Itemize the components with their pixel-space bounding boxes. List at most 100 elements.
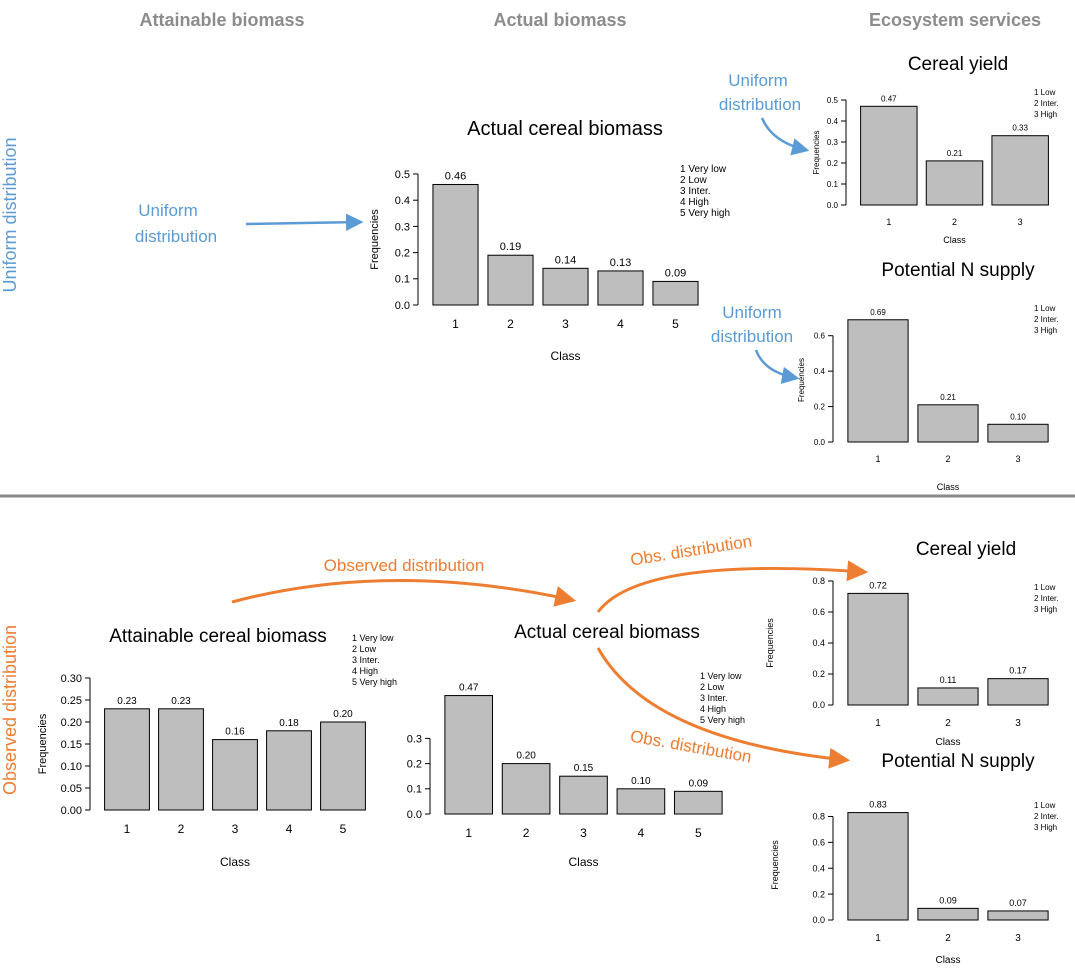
bar-class-3: [987, 678, 1049, 706]
bar-value-label: 0.07: [1009, 898, 1027, 908]
y-axis-label: Frequencies: [797, 358, 806, 402]
legend-entry: 2 Inter.: [1034, 812, 1058, 821]
bar-value-label: 0.11: [940, 675, 957, 685]
legend-entry: 1 Low: [1034, 583, 1056, 592]
chart-bottom-attainable: Attainable cereal biomass 0.00 0.05 0.10 0.1…: [37, 626, 397, 869]
legend-entry: 1 Very low: [680, 164, 727, 175]
flow-arrow-bottom-n: [596, 647, 851, 769]
bar-class-1: [104, 708, 150, 811]
bar-value-label: 0.20: [516, 751, 536, 762]
y-tick-label: 0.8: [812, 576, 825, 586]
bar-value-label: 0.20: [333, 709, 353, 720]
legend-entry: 2 Inter.: [1034, 594, 1058, 603]
bar-value-label: 0.10: [631, 776, 651, 787]
bar-value-label: 0.33: [1012, 124, 1028, 133]
y-tick-label: 0.3: [407, 733, 422, 745]
y-tick-label: 0.6: [812, 838, 825, 848]
chart-title: Cereal yield: [916, 539, 1016, 560]
bar-class-1: [444, 695, 494, 815]
bar-value-label: 0.16: [225, 727, 245, 738]
y-tick-label: 0.15: [61, 739, 82, 751]
y-tick-label: 0.4: [812, 863, 825, 873]
x-tick-label: 5: [340, 822, 347, 836]
x-tick-label: 1: [875, 933, 881, 944]
x-tick-label: 1: [875, 718, 881, 729]
y-tick-label: 0.2: [395, 247, 410, 259]
y-tick-label: 0.0: [407, 809, 422, 821]
x-axis-label: Class: [568, 855, 598, 869]
bar-class-2: [158, 708, 204, 811]
chart-title: Attainable cereal biomass: [109, 626, 327, 647]
y-tick-label: 0.6: [812, 607, 825, 617]
x-tick-label: 4: [638, 826, 645, 840]
y-tick-label: 0.0: [814, 438, 826, 447]
header-attainable-biomass: Attainable biomass: [139, 10, 304, 30]
legend-entry: 2 Low: [700, 682, 725, 692]
bar-value-label: 0.21: [947, 149, 963, 158]
charts-layer: Actual cereal biomass 0.0 0.1 0.2 0.3 0.4 0.5 F…: [37, 54, 1058, 966]
legend-entry: 3 Inter.: [700, 693, 728, 703]
bar-value-label: 0.10: [1010, 412, 1026, 421]
x-tick-label: 2: [945, 933, 951, 944]
flow-arrow-top-yield: [760, 117, 810, 156]
y-axis-label: Frequencies: [770, 840, 780, 890]
bar-class-4: [597, 270, 644, 306]
bar-class-1: [432, 183, 479, 306]
flow-label-bottom-main: Observed distribution: [324, 556, 485, 575]
y-tick-label: 0.0: [812, 915, 825, 925]
y-tick-label: 0.2: [812, 669, 825, 679]
header-actual-biomass: Actual biomass: [493, 10, 626, 30]
chart-bottom-actual: Actual cereal biomass 0.0 0.1 0.2 0.3 0.47 1 0.…: [407, 622, 745, 869]
x-axis-label: Class: [935, 737, 960, 748]
flow-label-top-n-line2: distribution: [711, 327, 793, 346]
bar-class-3: [987, 423, 1049, 443]
section-label-uniform: Uniform distribution: [0, 137, 20, 292]
legend-entry: 3 High: [1034, 823, 1057, 832]
x-tick-label: 3: [232, 822, 239, 836]
legend-entry: 1 Very low: [352, 633, 394, 643]
y-tick-label: 0.20: [61, 717, 82, 729]
legend-entry: 3 High: [1034, 110, 1057, 119]
chart-top-yield: Cereal yield 0.0 0.1 0.2 0.3 0.4 0.5 Frequencie…: [812, 54, 1058, 245]
chart-title: Actual cereal biomass: [514, 622, 700, 643]
x-tick-label: 4: [286, 822, 293, 836]
legend-entry: 1 Low: [1034, 88, 1056, 97]
y-tick-label: 0.25: [61, 695, 82, 707]
x-tick-label: 5: [672, 317, 679, 331]
flow-arrow-bottom-main: [231, 579, 577, 607]
bar-class-1: [847, 592, 909, 706]
x-tick-label: 3: [580, 826, 587, 840]
x-tick-label: 3: [1015, 454, 1020, 464]
chart-title: Cereal yield: [908, 54, 1008, 75]
legend-entry: 3 High: [1034, 326, 1057, 335]
y-tick-label: 0.10: [61, 761, 82, 773]
y-tick-label: 0.3: [395, 221, 410, 233]
x-axis-label: Class: [935, 955, 960, 966]
bar-value-label: 0.46: [445, 170, 466, 182]
y-tick-label: 0.3: [827, 138, 839, 147]
y-tick-label: 0.4: [395, 195, 410, 207]
bar-class-3: [212, 739, 258, 811]
y-tick-label: 0.0: [395, 300, 410, 312]
x-tick-label: 4: [617, 317, 624, 331]
y-tick-label: 0.0: [812, 700, 825, 710]
y-tick-label: 0.1: [395, 274, 410, 286]
legend-entry: 2 Low: [680, 175, 707, 186]
bar-value-label: 0.83: [869, 800, 887, 810]
bar-value-label: 0.15: [574, 763, 594, 774]
flow-label-bottom-yield: Obs. distribution: [629, 532, 753, 570]
y-tick-label: 0.2: [812, 889, 825, 899]
y-tick-label: 0.5: [395, 169, 410, 181]
chart-title: Potential N supply: [881, 260, 1035, 281]
flow-arrow-bottom-yield: [596, 560, 869, 613]
legend-entry: 1 Very low: [700, 671, 742, 681]
bar-value-label: 0.09: [689, 778, 709, 789]
bar-value-label: 0.09: [939, 895, 957, 905]
legend-entry: 4 High: [352, 666, 378, 676]
y-axis-label: Frequencies: [765, 618, 775, 668]
x-tick-label: 2: [507, 317, 514, 331]
legend-entry: 3 High: [1034, 605, 1057, 614]
flow-label-top-main-line2: distribution: [135, 227, 217, 246]
legend-entry: 2 Low: [352, 644, 377, 654]
